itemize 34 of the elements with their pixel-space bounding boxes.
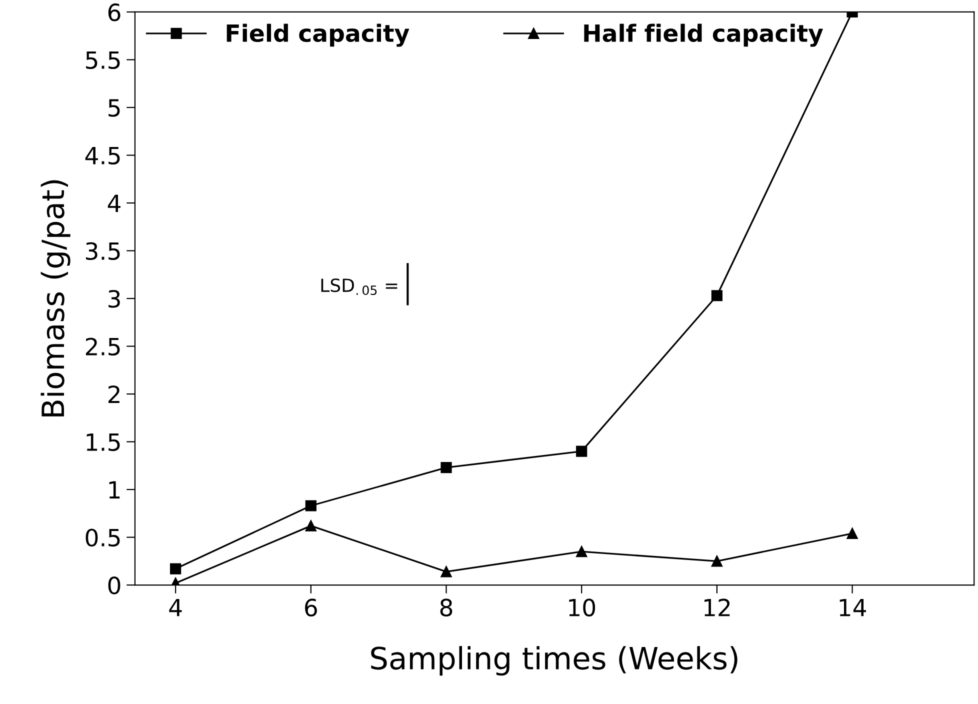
y-tick-label: 0.5 [86, 528, 120, 547]
y-tick-label: 4.5 [85, 146, 120, 165]
x-tick-label: 12 [704, 598, 730, 616]
x-tick-label: 8 [440, 598, 452, 616]
y-tick-label: 2 [108, 385, 120, 403]
x-tick-label: 4 [169, 598, 182, 616]
legend-label: Field capacity [226, 24, 410, 47]
point [846, 528, 858, 540]
x-tick-label: 6 [305, 598, 317, 616]
x-axis-title: Sampling times (Weeks) [371, 646, 738, 676]
y-tick-label: 3.5 [86, 242, 120, 260]
point [576, 546, 588, 558]
y-tick-label: 6 [108, 3, 120, 22]
y-tick-label: 4 [108, 194, 120, 212]
point [576, 446, 588, 457]
y-tick-label: 5.5 [86, 51, 120, 70]
x-tick-label: 14 [840, 598, 866, 616]
point [440, 566, 452, 578]
y-axis-title: Biomass (g/pat) [40, 180, 70, 416]
annotation: LSD$_{.05}$ = [321, 278, 398, 296]
point [305, 500, 316, 512]
y-tick-label: 3 [108, 290, 120, 308]
y-tick-label: 0 [108, 576, 120, 594]
point [305, 520, 316, 532]
point [711, 290, 722, 302]
x-tick-label: 10 [569, 598, 596, 616]
legend-label: Half field capacity [584, 24, 824, 47]
point [170, 563, 182, 574]
y-tick-label: 1 [109, 481, 120, 498]
point [440, 462, 452, 474]
y-tick-label: 2.5 [86, 338, 120, 356]
y-tick-label: 5 [108, 99, 120, 117]
y-tick-label: 1.5 [86, 434, 120, 452]
point [711, 556, 722, 567]
